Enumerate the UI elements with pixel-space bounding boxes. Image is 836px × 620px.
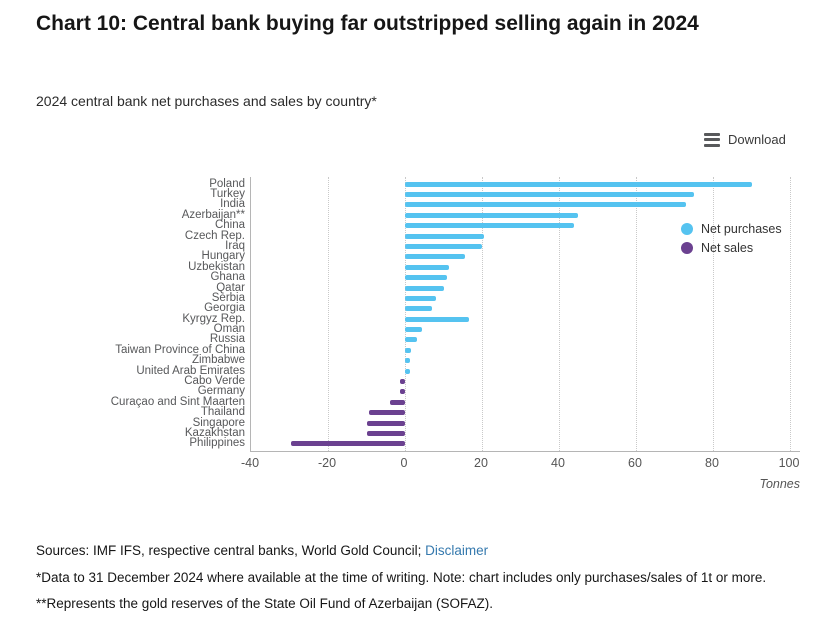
bar-cabo-verde[interactable] bbox=[400, 379, 405, 384]
category-label-thailand: Thailand bbox=[200, 406, 245, 419]
bar-serbia[interactable] bbox=[405, 295, 436, 301]
x-tick-label--20: -20 bbox=[317, 456, 337, 470]
axis-unit-label: Tonnes bbox=[759, 477, 800, 491]
bar-russia[interactable] bbox=[405, 337, 417, 343]
category-label-ghana: Ghana bbox=[210, 271, 245, 284]
category-label-hungary: Hungary bbox=[201, 250, 245, 263]
bar-zimbabwe[interactable] bbox=[405, 358, 410, 364]
chart-legend: Net purchases Net sales bbox=[681, 222, 782, 255]
category-label-czech-rep: Czech Rep. bbox=[184, 229, 245, 242]
bar-taiwan-province-of-china[interactable] bbox=[405, 347, 411, 353]
category-label-uzbekistan: Uzbekistan bbox=[188, 260, 245, 273]
legend-item-net-purchases[interactable]: Net purchases bbox=[681, 222, 782, 236]
bar-qatar[interactable] bbox=[405, 285, 444, 291]
legend-label-net-sales: Net sales bbox=[701, 241, 754, 255]
category-label-turkey: Turkey bbox=[210, 188, 245, 201]
bar-hungary[interactable] bbox=[405, 254, 465, 260]
category-label-cura-ao-and-sint-maarten: Curaçao and Sint Maarten bbox=[110, 395, 245, 408]
net-purchases-dot-icon bbox=[681, 223, 693, 235]
x-tick-label-20: 20 bbox=[474, 456, 488, 470]
bar-chart: Poland Turkey India Azerbaijan** China Czech … bbox=[0, 177, 836, 452]
chart-subtitle: 2024 central bank net purchases and sale… bbox=[36, 93, 377, 109]
gridline-20 bbox=[482, 177, 483, 451]
bar-oman[interactable] bbox=[405, 327, 422, 333]
category-label-zimbabwe: Zimbabwe bbox=[191, 354, 245, 367]
bar-cura-ao-and-sint-maarten[interactable] bbox=[390, 399, 405, 405]
bar-germany[interactable] bbox=[400, 389, 405, 395]
bar-poland[interactable] bbox=[405, 181, 752, 187]
x-tick-label-60: 60 bbox=[628, 456, 642, 470]
bar-turkey[interactable] bbox=[405, 192, 694, 198]
category-label-iraq: Iraq bbox=[225, 240, 245, 252]
category-label-germany: Germany bbox=[197, 385, 245, 398]
hamburger-menu-icon bbox=[704, 132, 720, 147]
category-label-kyrgyz-rep: Kyrgyz Rep. bbox=[182, 312, 245, 325]
category-label-singapore: Singapore bbox=[192, 416, 245, 429]
gridline-60 bbox=[636, 177, 637, 451]
bar-philippines[interactable] bbox=[291, 441, 405, 447]
gridline--20 bbox=[328, 177, 329, 451]
category-axis: Poland Turkey India Azerbaijan** China Czech … bbox=[0, 177, 245, 452]
sources-line: Sources: IMF IFS, respective central ban… bbox=[36, 538, 814, 564]
category-label-cabo-verde: Cabo Verde bbox=[184, 375, 245, 387]
gridline-100 bbox=[790, 177, 791, 451]
category-label-oman: Oman bbox=[213, 323, 245, 336]
sources-text: Sources: IMF IFS, respective central ban… bbox=[36, 543, 422, 558]
x-tick-label-100: 100 bbox=[778, 456, 800, 470]
category-label-china: China bbox=[214, 219, 245, 232]
category-label-india: India bbox=[220, 198, 245, 211]
bar-singapore[interactable] bbox=[366, 420, 405, 426]
category-label-georgia: Georgia bbox=[204, 302, 245, 315]
x-tick-label--40: -40 bbox=[240, 456, 260, 470]
category-label-serbia: Serbia bbox=[211, 291, 245, 304]
category-label-qatar: Qatar bbox=[216, 281, 245, 294]
bar-uzbekistan[interactable] bbox=[405, 264, 450, 270]
net-sales-dot-icon bbox=[681, 242, 693, 254]
bar-kyrgyz-rep[interactable] bbox=[405, 316, 469, 322]
category-label-kazakhstan: Kazakhstan bbox=[184, 426, 245, 439]
x-axis: -40 -20 0 20 40 60 80 100 bbox=[0, 456, 836, 472]
disclaimer-link[interactable]: Disclaimer bbox=[425, 543, 489, 558]
bar-kazakhstan[interactable] bbox=[367, 430, 405, 436]
bar-iraq[interactable] bbox=[405, 244, 482, 249]
x-tick-label-0: 0 bbox=[400, 456, 408, 470]
bar-thailand[interactable] bbox=[369, 410, 405, 416]
plot-area bbox=[250, 177, 800, 452]
legend-item-net-sales[interactable]: Net sales bbox=[681, 241, 782, 255]
bar-united-arab-emirates[interactable] bbox=[405, 368, 410, 374]
chart-footer: Sources: IMF IFS, respective central ban… bbox=[36, 538, 814, 617]
footnote-text: *Data to 31 December 2024 where availabl… bbox=[36, 570, 767, 611]
category-label-philippines: Philippines bbox=[189, 437, 245, 450]
gridline-40 bbox=[559, 177, 560, 451]
category-label-poland: Poland bbox=[209, 177, 245, 190]
bar-india[interactable] bbox=[405, 202, 687, 208]
gridline-0 bbox=[405, 177, 406, 451]
bar-china[interactable] bbox=[405, 223, 575, 229]
bar-georgia[interactable] bbox=[405, 306, 432, 312]
legend-label-net-purchases: Net purchases bbox=[701, 222, 782, 236]
bar-ghana[interactable] bbox=[405, 275, 448, 281]
category-label-united-arab-emirates: United Arab Emirates bbox=[136, 364, 245, 377]
bar-azerbaijan[interactable] bbox=[405, 212, 579, 218]
download-button[interactable]: Download bbox=[704, 132, 786, 147]
bar-czech-rep[interactable] bbox=[405, 233, 484, 239]
category-label-taiwan-province-of-china: Taiwan Province of China bbox=[115, 343, 245, 356]
category-label-russia: Russia bbox=[209, 333, 245, 346]
x-tick-label-80: 80 bbox=[705, 456, 719, 470]
gridline-80 bbox=[713, 177, 714, 451]
category-label-azerbaijan: Azerbaijan** bbox=[181, 208, 245, 221]
x-tick-label-40: 40 bbox=[551, 456, 565, 470]
page-title: Chart 10: Central bank buying far outstr… bbox=[36, 12, 699, 35]
download-label: Download bbox=[728, 132, 786, 147]
